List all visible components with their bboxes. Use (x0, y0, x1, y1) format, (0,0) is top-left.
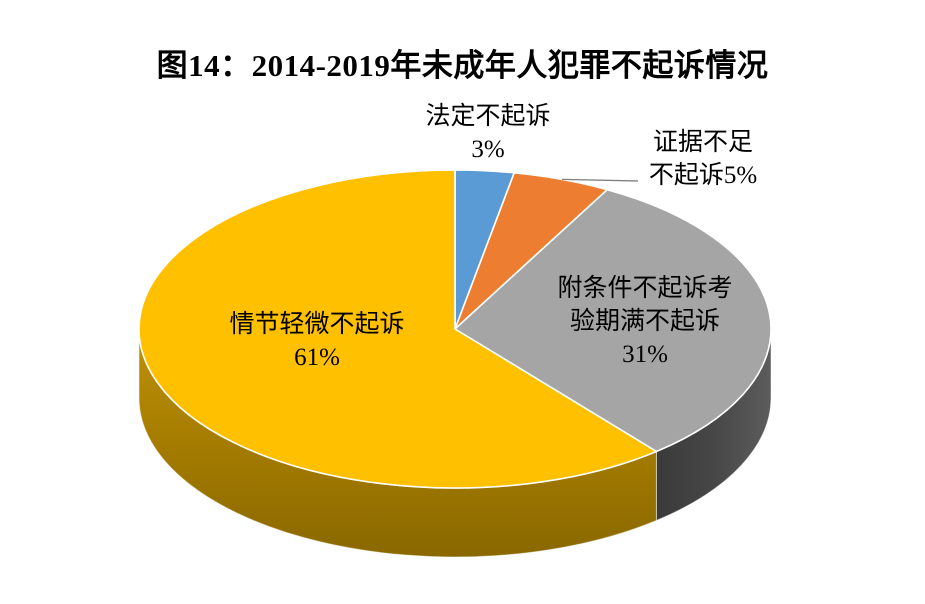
label-text: 验期满不起诉 (569, 308, 721, 335)
label-percent: 61% (294, 344, 340, 371)
label-legal-nonprosecution: 法定不起诉 3% (425, 100, 550, 166)
label-minor-circumstances: 情节轻微不起诉 61% (229, 308, 404, 374)
label-text: 情节轻微不起诉 (229, 311, 405, 338)
label-text: 证据不足 (652, 129, 754, 156)
pie-slice-top-2 (454, 188, 772, 453)
chart-title: 图14：2014-2019年未成年人犯罪不起诉情况 (156, 48, 769, 83)
label-percent: 31% (622, 341, 668, 368)
label-insufficient-evidence: 证据不足 不起诉5% (649, 126, 757, 192)
label-text: 法定不起诉 (425, 103, 551, 130)
label-text: 附条件不起诉考 (557, 275, 733, 302)
label-conditional-nonprosecution: 附条件不起诉考 验期满不起诉 31% (557, 272, 732, 371)
label-percent: 不起诉5% (648, 162, 758, 189)
pie-slice-top-3 (138, 169, 658, 489)
leader-line (562, 178, 639, 182)
label-percent: 3% (471, 136, 505, 163)
